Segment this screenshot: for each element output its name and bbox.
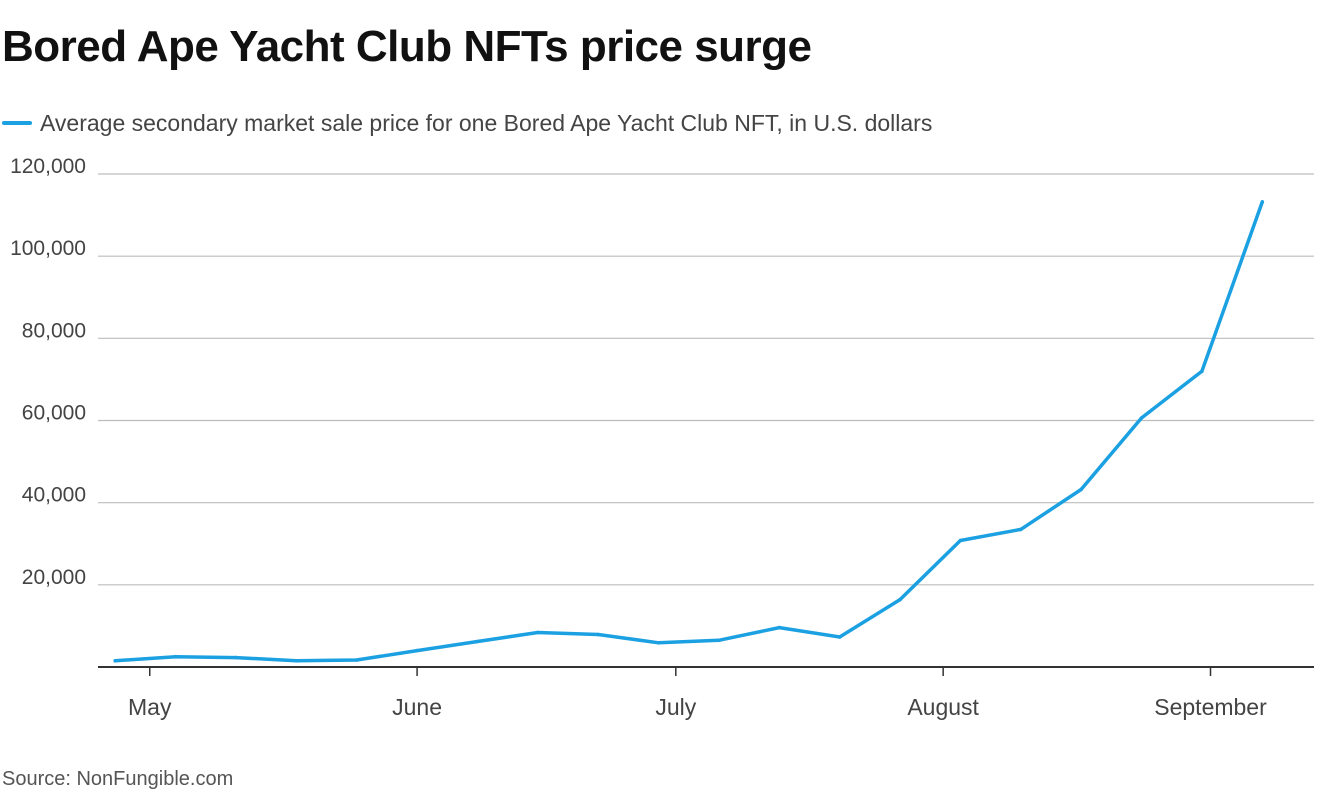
data-point (898, 597, 902, 602)
series-group (113, 200, 1265, 663)
data-point (1200, 369, 1204, 374)
y-tick-label: 40,000 (22, 484, 86, 507)
gridlines (98, 173, 1314, 586)
data-point (717, 638, 721, 643)
x-tick-label: June (392, 694, 442, 720)
x-tick-label: May (128, 694, 172, 720)
data-point (777, 625, 782, 630)
data-point (1139, 416, 1144, 420)
data-point (958, 538, 963, 543)
legend-swatch (2, 121, 32, 125)
legend: Average secondary market sale price for … (2, 108, 932, 138)
data-point (536, 630, 540, 635)
data-point (475, 639, 480, 644)
x-tick-label: August (907, 694, 979, 720)
data-point (1079, 487, 1083, 492)
data-point (294, 659, 299, 663)
data-point (1260, 200, 1265, 204)
data-point (656, 641, 661, 645)
chart-title: Bored Ape Yacht Club NFTs price surge (2, 22, 812, 71)
y-tick-label: 100,000 (10, 237, 86, 260)
y-tick-label: 60,000 (22, 402, 86, 425)
data-point (837, 635, 842, 639)
x-tick-label: July (655, 694, 696, 720)
data-point (234, 655, 238, 660)
series-line (113, 200, 1265, 663)
y-axis-ticks: 20,000 40,000 60,000 80,000 100,000 120,000 (10, 155, 86, 589)
data-point (596, 632, 600, 637)
data-point (354, 658, 359, 662)
source-note: Source: NonFungible.com (2, 768, 234, 790)
data-point (1019, 527, 1023, 532)
x-tick-label: September (1154, 694, 1267, 720)
y-tick-label: 120,000 (10, 155, 86, 178)
data-point (415, 648, 419, 653)
data-point (173, 654, 178, 659)
y-tick-label: 80,000 (22, 319, 86, 342)
legend-label: Average secondary market sale price for … (40, 109, 933, 136)
x-axis: May June July August September (98, 666, 1314, 720)
data-point (113, 659, 117, 663)
y-tick-label: 20,000 (22, 566, 86, 589)
